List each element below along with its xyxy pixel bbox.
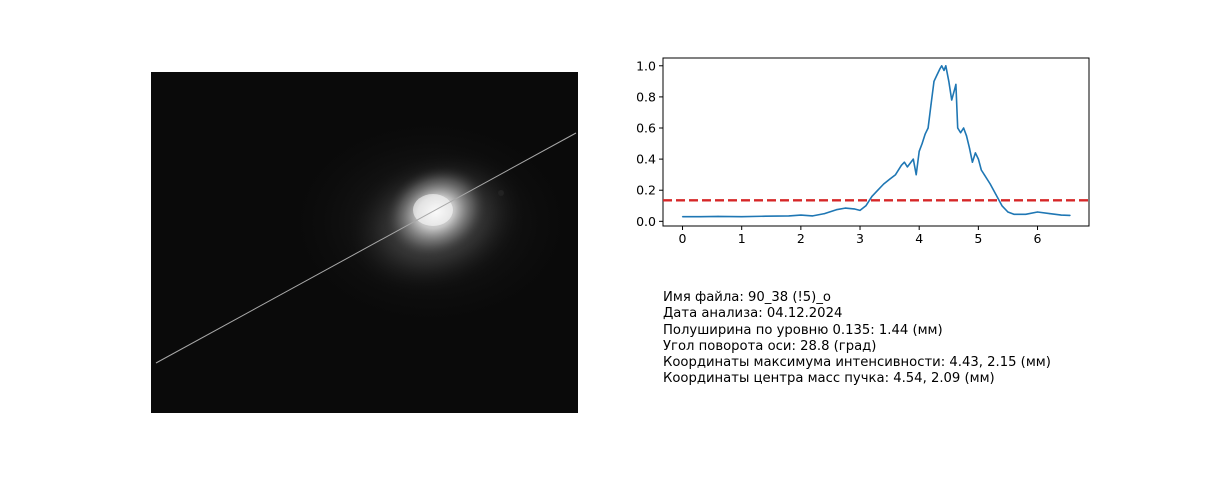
profile-data-point <box>957 127 959 129</box>
profile-data-point <box>1013 213 1015 215</box>
profile-data-point <box>835 209 837 211</box>
profile-data-point <box>800 214 802 216</box>
y-tick-label: 0.4 <box>636 152 656 167</box>
profile-data-point <box>889 178 891 180</box>
profile-data-point <box>968 147 971 149</box>
profile-data-point <box>865 205 867 207</box>
profile-data-point <box>903 161 905 163</box>
profile-data-point <box>1036 211 1039 213</box>
profile-data-point <box>918 150 920 152</box>
profile-data-point <box>871 195 873 197</box>
profile-data-point <box>844 207 846 209</box>
profile-data-point <box>933 80 935 82</box>
analysis-date-text: Дата анализа: 04.12.2024 <box>663 306 843 322</box>
y-tick-label: 0.2 <box>636 183 656 198</box>
profile-data-point <box>951 99 953 101</box>
y-tick-label: 1.0 <box>636 58 656 73</box>
y-tick-label: 0.8 <box>636 89 656 104</box>
profile-data-point <box>883 183 885 185</box>
y-tick-label: 0.0 <box>636 214 656 229</box>
x-tick-label: 5 <box>974 231 982 246</box>
profile-data-point <box>912 158 914 160</box>
profile-data-point <box>1048 213 1050 215</box>
profile-data-point <box>971 161 973 163</box>
profile-data-point <box>823 213 826 215</box>
x-tick-label: 4 <box>915 231 923 246</box>
beam-profile-line <box>155 132 577 364</box>
profile-data-point <box>974 152 976 154</box>
profile-data-point <box>980 169 982 171</box>
profile-data-point <box>1060 214 1062 216</box>
profile-data-point <box>859 209 861 211</box>
profile-data-point <box>853 208 855 210</box>
profile-data-point <box>717 215 719 217</box>
profile-chart: 0 1 2 3 4 5 6 0.0 0.2 0.4 0.6 0.8 1.0 <box>636 57 1090 246</box>
profile-data-point <box>995 194 997 196</box>
beam-image <box>151 72 578 413</box>
profile-data-point <box>699 216 701 218</box>
profile-data-point <box>945 65 947 67</box>
x-tick-label: 6 <box>1034 231 1042 246</box>
profile-data-point <box>941 65 943 67</box>
profile-data-point <box>900 164 902 166</box>
profile-data-point <box>955 83 957 85</box>
x-tick-label: 3 <box>856 231 864 246</box>
profile-data-point <box>927 127 929 129</box>
plot-frame <box>662 57 1090 227</box>
profile-data-point <box>943 69 945 71</box>
profile-data-point <box>924 133 926 135</box>
profile-data-point <box>906 166 908 168</box>
profile-data-point <box>989 183 991 185</box>
x-tick-label: 0 <box>679 231 687 246</box>
profile-data-point <box>936 74 938 76</box>
profile-data-point <box>877 189 879 191</box>
profile-data-point <box>965 135 968 137</box>
y-tick-label: 0.6 <box>636 121 656 136</box>
profile-data-point <box>930 104 932 106</box>
profile-data-point <box>1025 213 1027 215</box>
profile-data-point <box>977 158 979 160</box>
beam-dust-speck <box>498 190 504 196</box>
profile-data-point <box>921 143 923 145</box>
max-intensity-coords-text: Координаты максимума интенсивности: 4.43… <box>663 355 1051 371</box>
profile-data-point <box>1007 211 1009 213</box>
file-name-text: Имя файла: 90_38 (!5)_о <box>663 290 831 305</box>
profile-data-point <box>960 132 962 134</box>
profile-data-point <box>1069 214 1071 216</box>
profile-data-point <box>764 215 766 217</box>
profile-data-point <box>963 127 965 129</box>
x-tick-label: 1 <box>738 231 746 246</box>
profile-data-point <box>894 174 897 176</box>
profile-data-point <box>681 216 684 218</box>
rotation-angle-text: Угол поворота оси: 28.8 (град) <box>663 338 877 354</box>
profile-data-point <box>983 174 985 176</box>
half-width-text: Полуширина по уровню 0.135: 1.44 (мм) <box>663 322 943 338</box>
profile-data-point <box>954 88 956 90</box>
profile-data-point <box>948 80 950 82</box>
profile-data-point <box>741 216 743 218</box>
beam-hotspot <box>413 194 453 226</box>
x-tick-label: 2 <box>797 231 805 246</box>
profile-data-point <box>915 174 917 176</box>
profile-data-point <box>1001 205 1003 207</box>
profile-data-point <box>812 215 814 217</box>
analysis-info: Имя файла: 90_38 (!5)_о Дата анализа: 04… <box>663 290 1051 388</box>
center-of-mass-text: Координаты центра масс пучка: 4.54, 2.09… <box>663 371 995 387</box>
profile-data-point <box>939 68 941 70</box>
plot-area: 0 1 2 3 4 5 6 0.0 0.2 0.4 0.6 0.8 1.0 <box>636 57 1090 246</box>
profile-data-point <box>788 215 790 217</box>
